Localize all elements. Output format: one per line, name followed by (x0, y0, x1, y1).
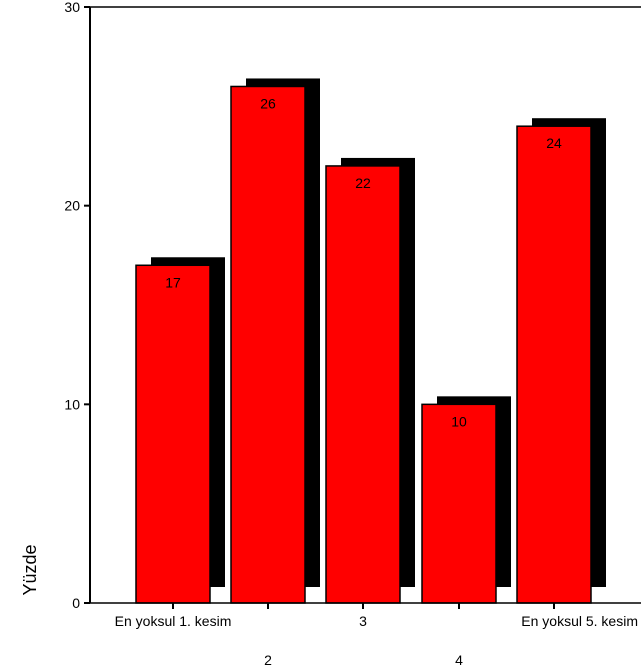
x-tick-label: 4 (455, 652, 463, 668)
y-tick-label: 0 (72, 595, 80, 611)
bar-data-label: 22 (355, 175, 371, 191)
bar-data-labels: 17 26 22 10 24 (165, 95, 562, 429)
y-axis-ticks: 0 10 20 30 (64, 0, 90, 611)
bar (516, 125, 592, 604)
bar (230, 85, 306, 604)
y-tick-label: 30 (64, 0, 80, 15)
x-tick-label: En yoksul 5. kesim (521, 613, 638, 629)
x-tick-label: 2 (264, 652, 272, 668)
bar (135, 264, 211, 604)
bars (135, 85, 592, 604)
bar-data-label: 24 (546, 135, 562, 151)
y-axis-title: Yüzde (20, 544, 40, 595)
bar-data-label: 10 (451, 413, 467, 429)
x-tick-label: 3 (359, 613, 367, 629)
x-axis-ticks: En yoksul 1. kesim 2 3 4 En yoksul 5. kesim (115, 603, 638, 668)
bar (325, 165, 401, 604)
x-tick-label: En yoksul 1. kesim (115, 613, 232, 629)
bar (421, 403, 497, 604)
y-tick-label: 20 (64, 198, 80, 214)
bar-data-label: 26 (260, 95, 276, 111)
bar-data-label: 17 (165, 274, 181, 290)
y-tick-label: 10 (64, 396, 80, 412)
